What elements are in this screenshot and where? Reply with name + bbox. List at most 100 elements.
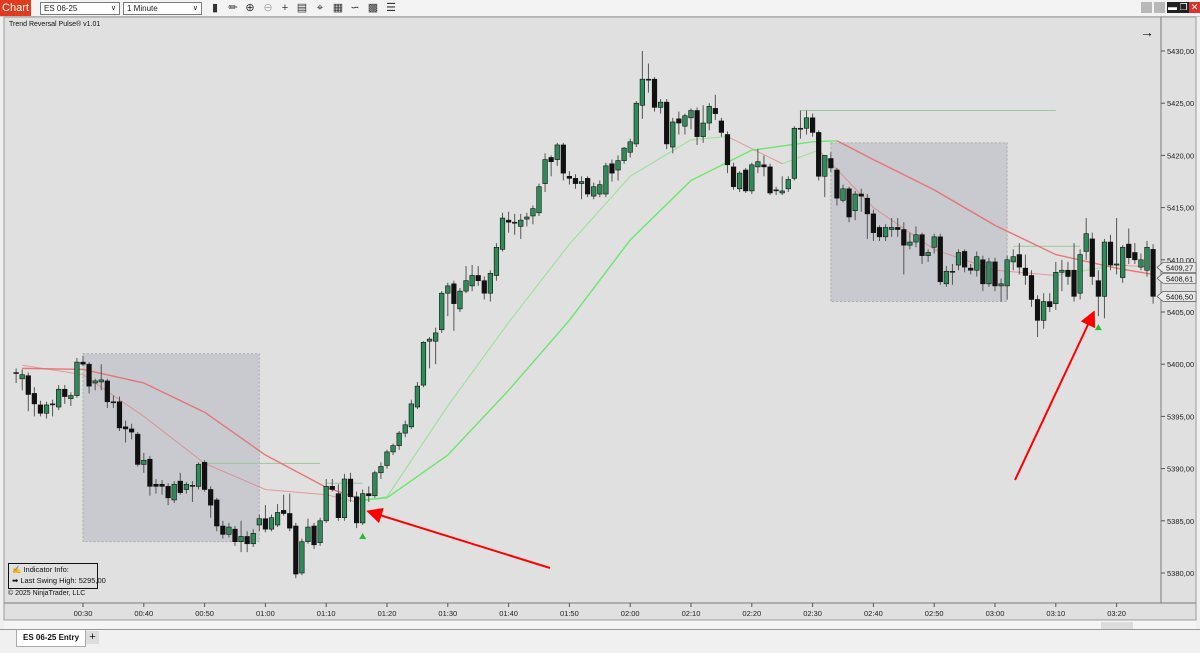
indicator-info-box: ✍ Indicator Info: ➡ Last Swing High: 529… bbox=[8, 563, 106, 589]
candle-body bbox=[603, 165, 609, 195]
candle-body bbox=[80, 361, 86, 365]
candle-body bbox=[13, 372, 19, 374]
chart-toolbar: Chart ES 06-25 ∨ 1 Minute ∨ ▮​ ✏ ⊕ ⊖ + ▤… bbox=[0, 0, 1200, 17]
pencil-draw-icon[interactable]: ✏ bbox=[228, 2, 238, 14]
candle-body bbox=[439, 292, 445, 331]
candle-body bbox=[700, 122, 706, 137]
candle-body bbox=[499, 217, 506, 250]
candle-body bbox=[1095, 280, 1101, 297]
candle-body bbox=[281, 510, 287, 514]
candle-body bbox=[846, 188, 852, 218]
interval-selector[interactable]: 1 Minute ∨ bbox=[123, 2, 202, 15]
minimize-icon[interactable]: ▬ bbox=[1167, 2, 1178, 13]
candle-body bbox=[1065, 269, 1071, 277]
time-tick-label: 02:40 bbox=[864, 609, 883, 618]
candle-body bbox=[1114, 263, 1120, 266]
strategies-icon[interactable]: ▦ bbox=[332, 2, 344, 14]
candle-body bbox=[858, 193, 864, 197]
candle-body bbox=[591, 186, 597, 197]
zoom-in-icon[interactable]: ⊕ bbox=[245, 2, 255, 14]
price-tick-label: 5430,00 bbox=[1167, 47, 1194, 56]
price-axis[interactable]: 5380,00 5385,00 5390,00 5395,00 5400,00 5405,… bbox=[1161, 47, 1194, 578]
candle-body bbox=[749, 164, 755, 192]
candle-body bbox=[159, 483, 165, 487]
candle-body bbox=[1059, 269, 1065, 273]
scroll-to-latest-arrow-icon[interactable]: → bbox=[1140, 24, 1154, 40]
candle-body bbox=[116, 401, 123, 429]
candle-body bbox=[214, 499, 220, 527]
candle-body bbox=[49, 403, 56, 406]
candle-body bbox=[287, 513, 293, 529]
candle-body bbox=[712, 108, 718, 114]
tab-es-06-25-entry[interactable]: ES 06-25 Entry bbox=[16, 630, 86, 647]
candle-body bbox=[542, 159, 548, 184]
candle-body bbox=[1126, 243, 1132, 259]
candle-body bbox=[889, 227, 895, 230]
instrument-selector[interactable]: ES 06-25 ∨ bbox=[40, 2, 120, 15]
zoom-out-icon[interactable]: ⊖ bbox=[263, 2, 273, 14]
candle-body bbox=[572, 178, 579, 184]
time-tick-label: 03:10 bbox=[1046, 609, 1065, 618]
interval-value: 1 Minute bbox=[127, 4, 158, 13]
indicators-icon[interactable]: ∽ bbox=[350, 2, 360, 14]
object-list-icon[interactable]: ☰ bbox=[386, 2, 396, 14]
candle-body bbox=[25, 375, 31, 395]
time-axis[interactable]: 00:30 00:40 00:50 01:00 01:10 01:20 01:30 01:40… bbox=[74, 603, 1126, 618]
moving-average-segment-fast bbox=[818, 149, 874, 208]
candle-body bbox=[323, 486, 329, 522]
candle-body bbox=[493, 246, 500, 276]
candle-body bbox=[135, 433, 141, 465]
candle-body bbox=[998, 283, 1004, 287]
candle-body bbox=[566, 175, 572, 179]
chart-trader-icon[interactable]: ⌖ bbox=[316, 2, 324, 14]
candle-body bbox=[554, 144, 560, 160]
data-box-icon[interactable]: ▤ bbox=[296, 2, 308, 14]
crosshair-icon[interactable]: + bbox=[281, 2, 289, 14]
time-tick-label: 02:10 bbox=[682, 609, 701, 618]
chevron-down-icon: ∨ bbox=[192, 5, 198, 12]
candle-body bbox=[676, 118, 682, 124]
candle-body bbox=[1016, 254, 1022, 268]
candle-body bbox=[74, 361, 80, 396]
candle-body bbox=[299, 541, 305, 574]
candle-body bbox=[268, 517, 275, 530]
moving-average-segment-slow bbox=[751, 141, 813, 151]
scrollbar-thumb[interactable] bbox=[1101, 622, 1133, 629]
time-tick-label: 03:20 bbox=[1107, 609, 1126, 618]
candle-body bbox=[1083, 233, 1089, 252]
candle-body bbox=[633, 102, 639, 145]
moving-average-segment-fast bbox=[143, 416, 205, 464]
candle-body bbox=[1107, 241, 1114, 266]
candle-body bbox=[876, 227, 883, 238]
candle-body bbox=[773, 189, 779, 192]
time-tick-label: 02:20 bbox=[742, 609, 761, 618]
time-tick-label: 01:20 bbox=[378, 609, 397, 618]
candle-body bbox=[578, 181, 585, 184]
close-icon[interactable]: ✕ bbox=[1189, 2, 1200, 13]
candle-body bbox=[414, 385, 421, 408]
price-tick-label: 5395,00 bbox=[1167, 412, 1194, 421]
candle-body bbox=[961, 251, 968, 268]
instrument-value: ES 06-25 bbox=[44, 4, 78, 13]
candle-body bbox=[664, 101, 670, 145]
properties-icon[interactable]: ▩ bbox=[367, 2, 379, 14]
bar-type-icon[interactable]: ▮​ bbox=[211, 2, 219, 14]
candle-body bbox=[870, 213, 876, 233]
candle-body bbox=[828, 158, 834, 169]
add-tab-button[interactable]: + bbox=[86, 631, 99, 644]
candle-body bbox=[396, 432, 402, 446]
candle-body bbox=[743, 169, 749, 192]
price-tick-label: 5400,00 bbox=[1167, 360, 1194, 369]
last-swing-high-text: ➡ Last Swing High: 5295,00 bbox=[12, 576, 106, 585]
candle-body bbox=[250, 533, 256, 545]
candle-body bbox=[378, 466, 384, 474]
restore-icon[interactable]: ❐ bbox=[1178, 2, 1189, 13]
reversal-zone bbox=[82, 353, 260, 543]
candle-body bbox=[110, 401, 116, 404]
candle-body bbox=[481, 280, 487, 294]
time-tick-label: 02:50 bbox=[925, 609, 944, 618]
candle-body bbox=[189, 485, 196, 487]
horizontal-scrollbar[interactable] bbox=[4, 620, 1196, 630]
candle-body bbox=[147, 458, 153, 487]
